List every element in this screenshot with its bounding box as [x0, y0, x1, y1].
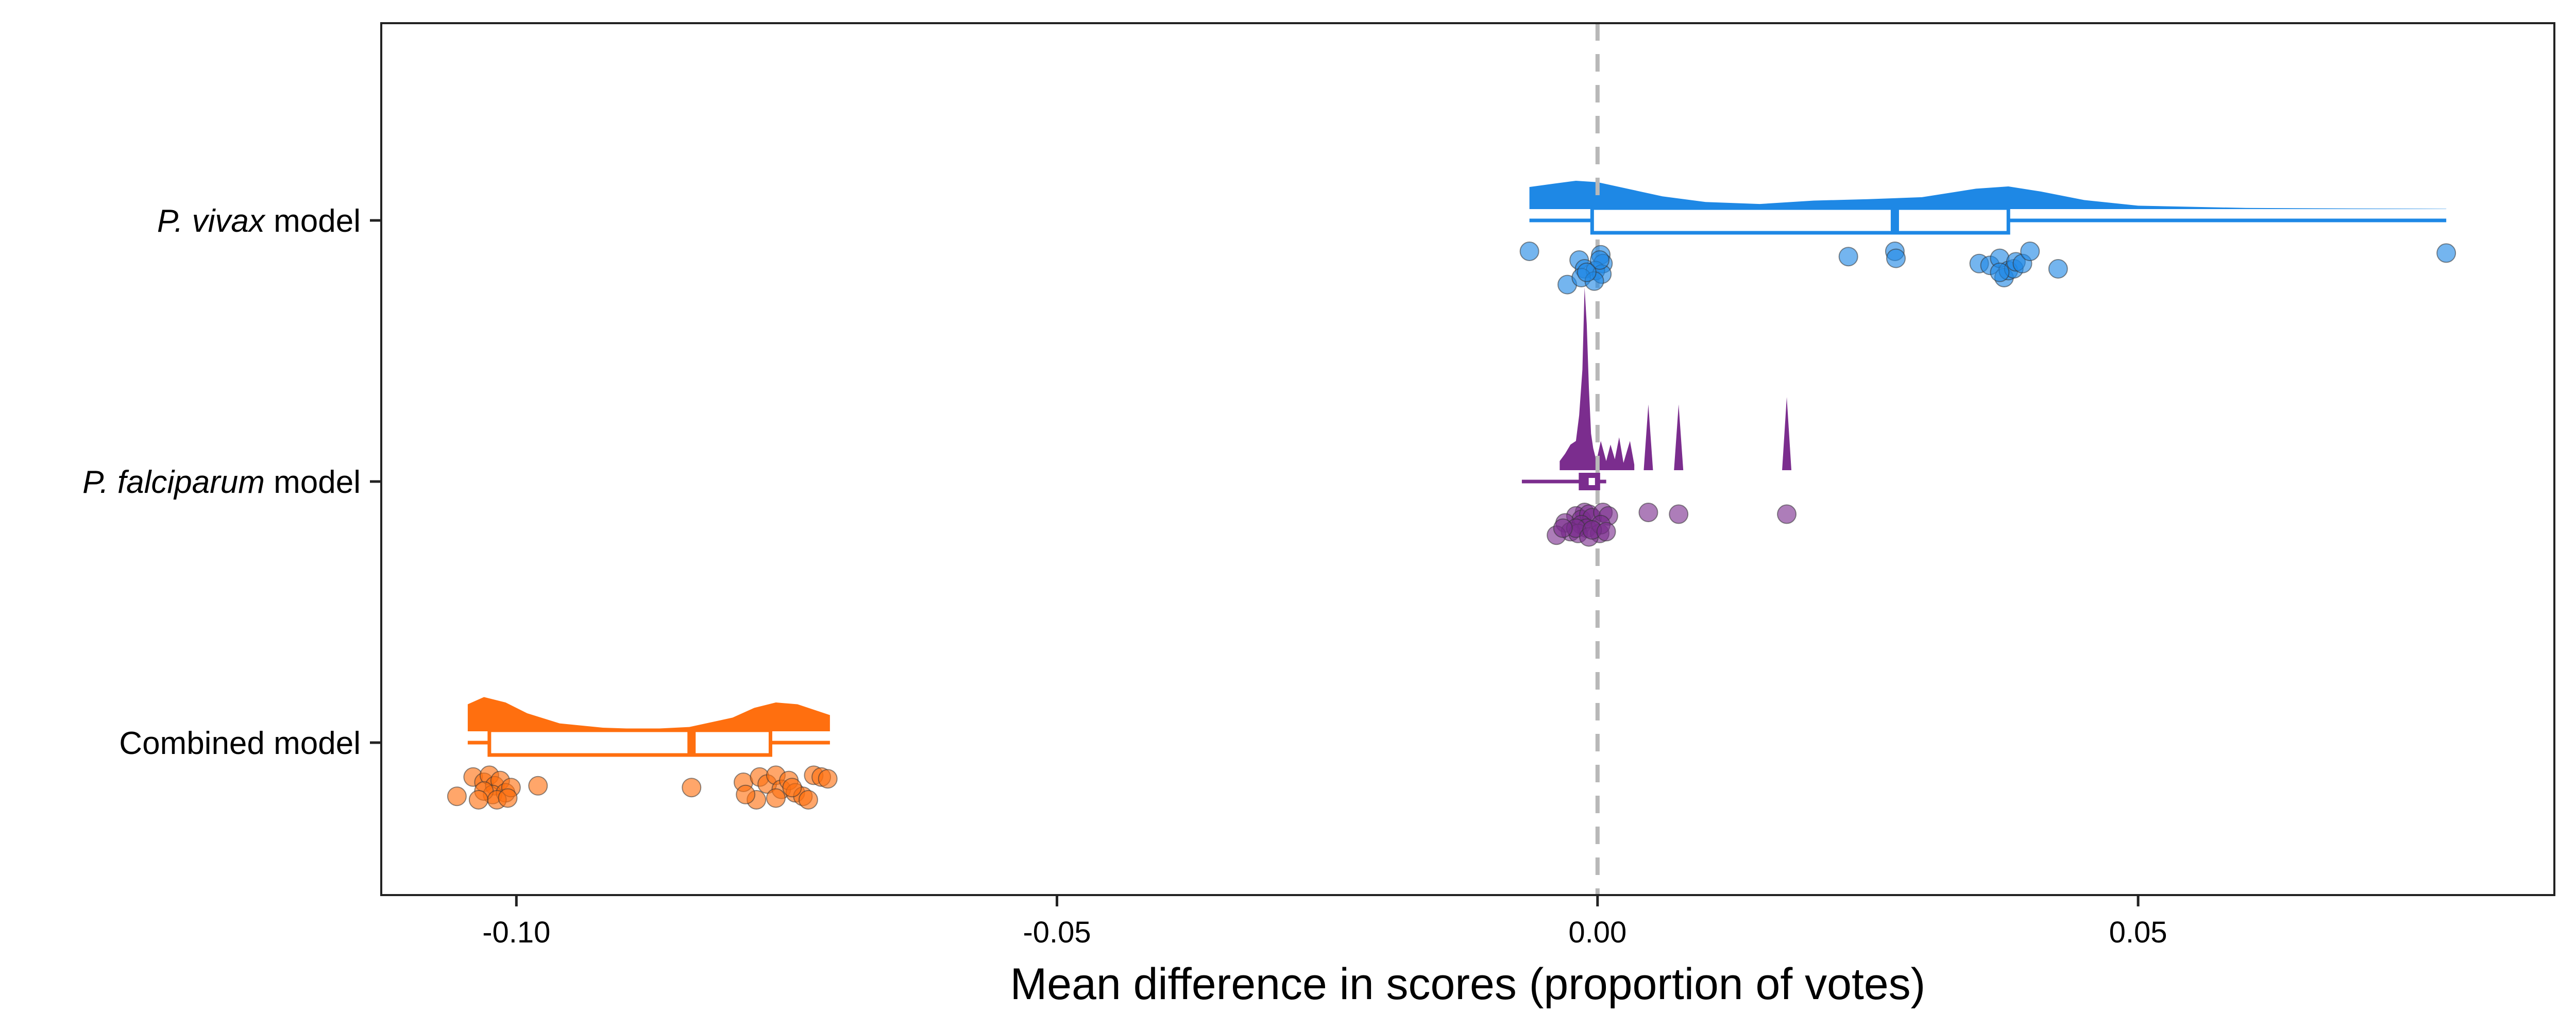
density-cloud	[1560, 287, 1635, 470]
data-point	[682, 778, 702, 798]
density-cloud	[1529, 181, 2447, 209]
data-point	[818, 769, 838, 789]
jitter-points-layer	[447, 242, 2456, 810]
data-point	[447, 786, 467, 806]
data-point	[766, 788, 786, 808]
data-point	[1777, 504, 1797, 524]
data-point	[1577, 262, 1597, 282]
data-point	[1519, 242, 1539, 261]
y-tick-label: Combined model	[119, 726, 361, 761]
data-point	[1638, 503, 1658, 522]
density-spike	[1674, 404, 1684, 470]
data-point	[798, 790, 818, 810]
data-point	[468, 790, 488, 810]
data-point	[528, 776, 548, 796]
x-tick-label: 0.05	[2109, 916, 2167, 949]
data-point	[2436, 243, 2456, 263]
data-point	[2048, 259, 2068, 279]
density-spike	[1782, 397, 1792, 470]
x-axis-title: Mean difference in scores (proportion of…	[1010, 959, 1926, 1009]
data-point	[1990, 262, 2010, 282]
x-axis: -0.10 -0.05 0.00 0.05	[482, 895, 2167, 949]
x-tick-label: -0.10	[482, 916, 550, 949]
density-spike	[1643, 404, 1653, 470]
y-axis: P. vivax model P. falciparum model Combine…	[82, 203, 381, 761]
plot-panel-border	[380, 22, 2555, 896]
data-point	[1669, 504, 1689, 524]
y-tick-label: P. vivax model	[157, 203, 361, 239]
data-point	[782, 778, 802, 798]
box-iqr	[487, 728, 772, 757]
data-point	[498, 788, 518, 808]
box-iqr	[1590, 206, 2010, 235]
data-point	[1596, 522, 1616, 542]
y-tick-label: P. falciparum model	[82, 465, 361, 500]
x-tick-label: 0.00	[1568, 916, 1626, 949]
x-tick-label: -0.05	[1023, 916, 1091, 949]
data-point	[2020, 242, 2040, 261]
density-clouds-layer	[467, 181, 2447, 731]
density-cloud	[467, 697, 830, 731]
data-point	[1838, 247, 1858, 267]
data-point	[1553, 518, 1573, 538]
boxplots-layer	[467, 206, 2447, 757]
data-point	[736, 784, 756, 804]
data-point	[1886, 248, 1906, 268]
data-point	[1590, 250, 1610, 270]
